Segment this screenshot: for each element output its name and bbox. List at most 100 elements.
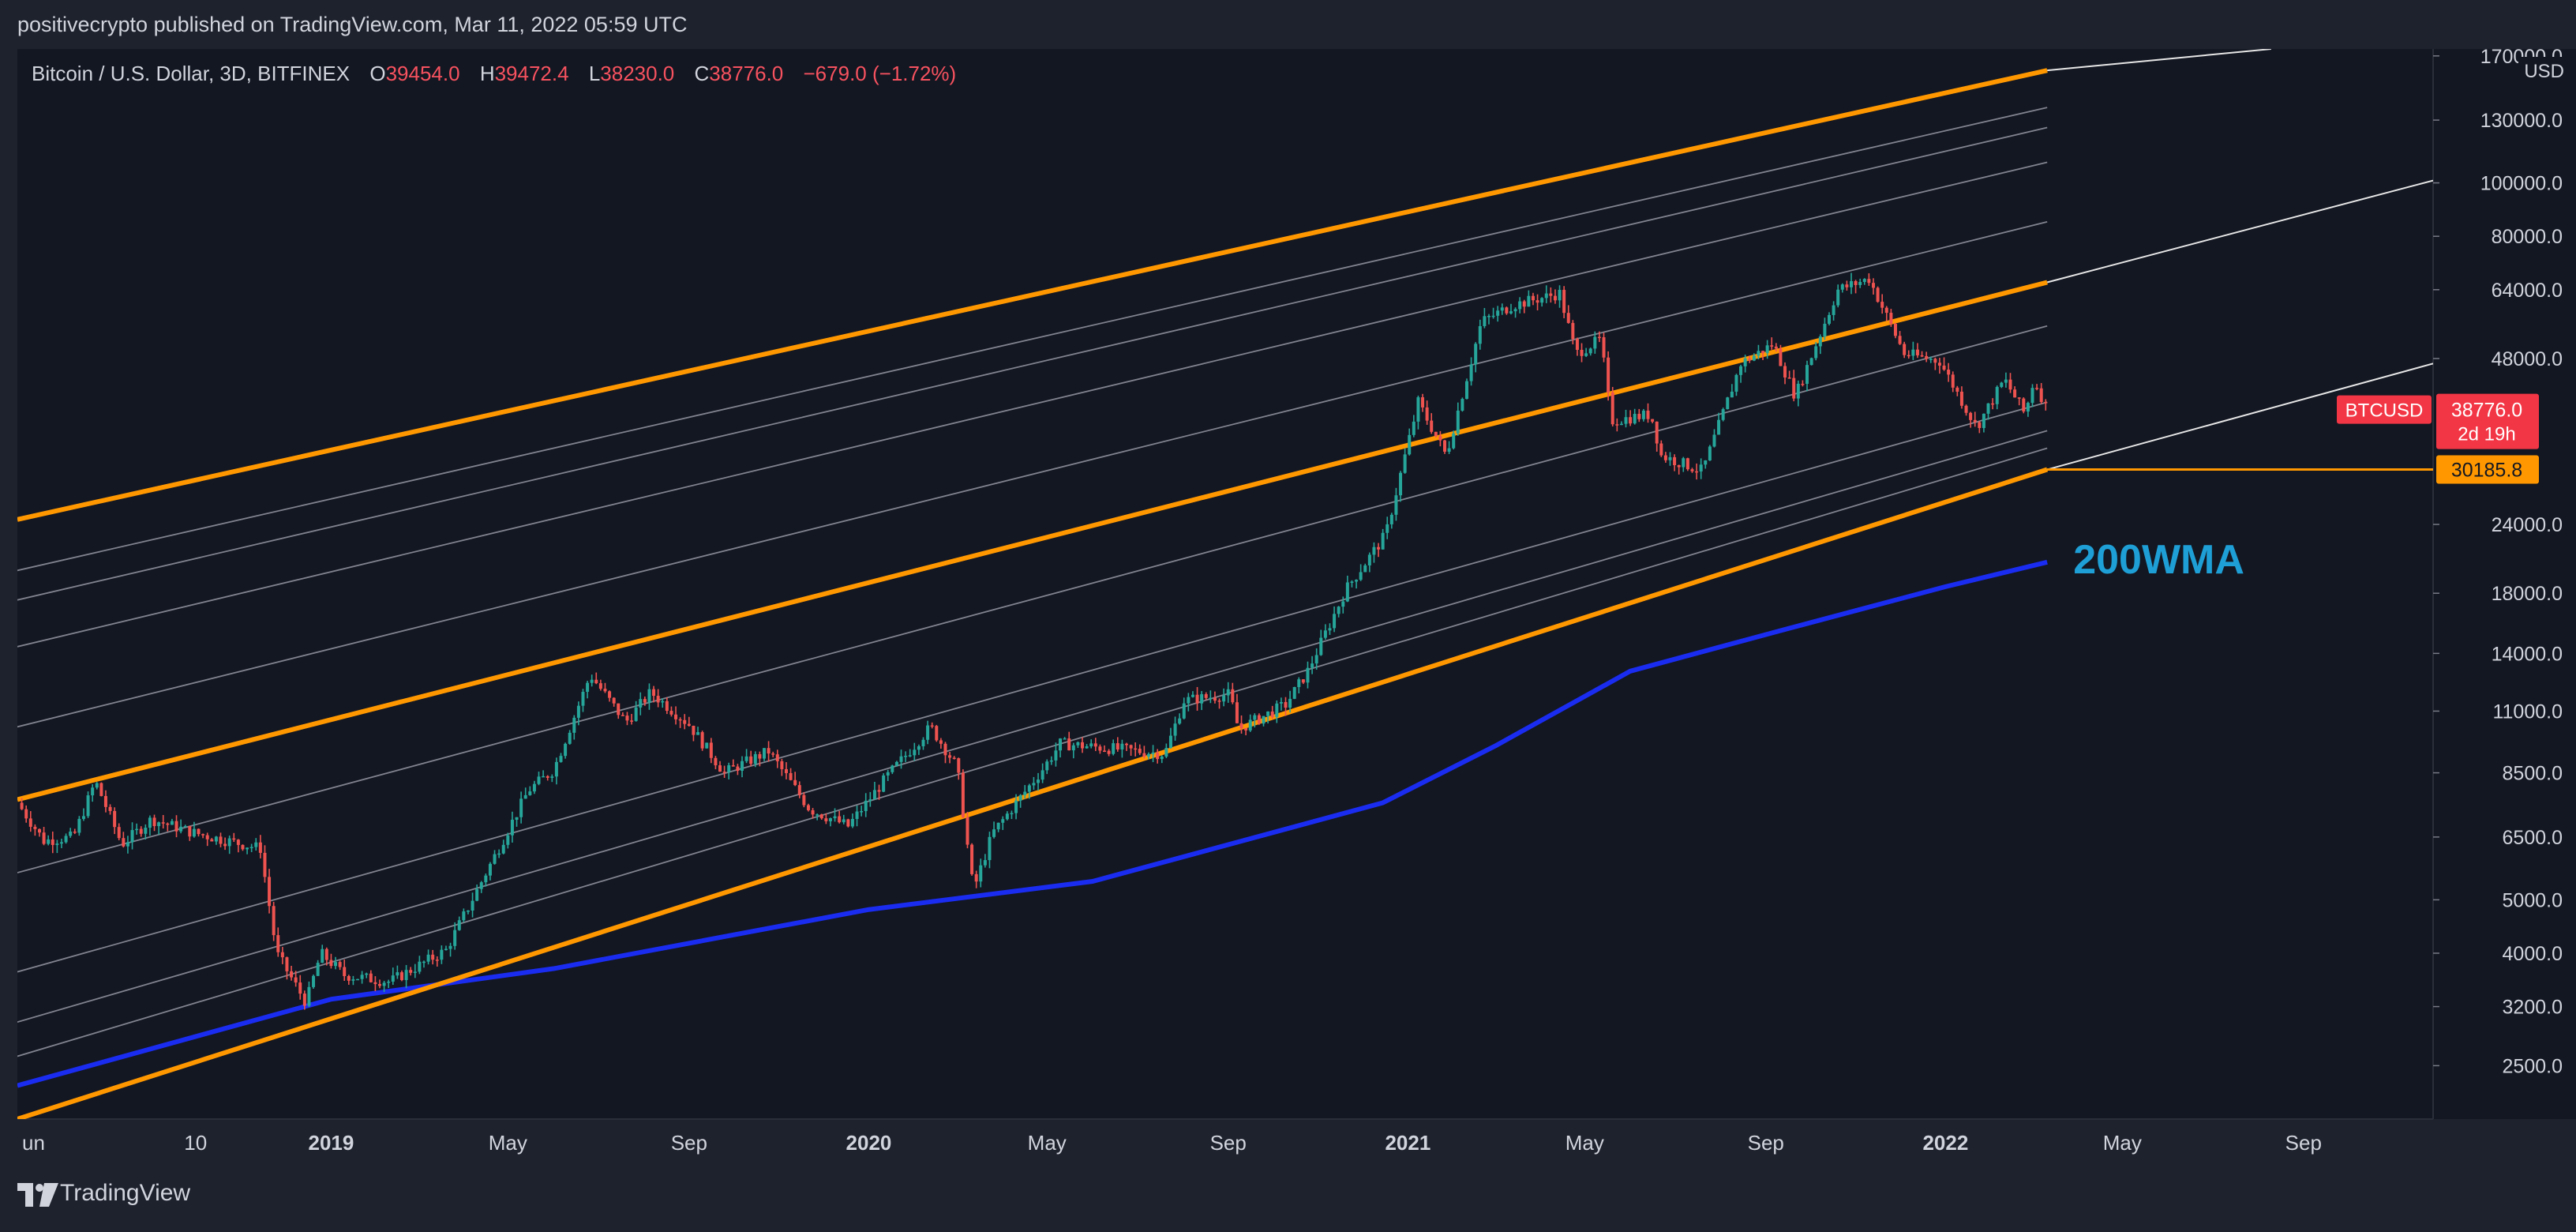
candle-body <box>1089 743 1093 747</box>
candle-body <box>1049 760 1053 762</box>
candle <box>1540 297 1544 307</box>
candle <box>855 806 859 827</box>
candle-body <box>1146 753 1150 757</box>
candle-body <box>1690 469 1694 471</box>
candle <box>930 722 934 729</box>
candle <box>1460 397 1464 412</box>
candle-body <box>268 877 272 907</box>
candle-body <box>1995 386 1999 404</box>
candle <box>183 824 187 828</box>
candle-body <box>1469 364 1473 381</box>
candle <box>1986 403 1990 420</box>
candle <box>1615 418 1619 432</box>
candle <box>1231 682 1235 704</box>
candle <box>780 758 784 776</box>
candle-body <box>1805 365 1809 385</box>
candle <box>554 757 558 785</box>
candle <box>1531 292 1535 306</box>
candle-body <box>103 795 107 807</box>
candle-body <box>864 800 868 812</box>
candle-body <box>669 711 673 715</box>
candle-body <box>700 732 704 749</box>
candle-body <box>47 839 51 844</box>
candle <box>1765 340 1769 359</box>
candle <box>802 791 806 808</box>
candle <box>205 832 209 847</box>
chart-area[interactable]: 200WMA 2500.0 3200.0 4000.0 5000.0 6500.0 850… <box>0 49 2576 1159</box>
brand-name[interactable]: TradingView <box>60 1180 191 1206</box>
candle-body <box>37 828 41 833</box>
candle <box>1037 772 1041 791</box>
last-price-text: 38776.0 <box>2451 400 2522 422</box>
candle <box>188 825 192 841</box>
candle <box>144 824 148 840</box>
candle-body <box>983 860 987 866</box>
candle-body <box>846 819 850 827</box>
candle-body <box>2008 379 2012 390</box>
candle <box>961 769 965 818</box>
currency-label[interactable]: USD <box>2518 57 2574 85</box>
candle <box>1884 306 1888 321</box>
candle-body <box>214 836 218 842</box>
candle <box>1032 776 1036 791</box>
open-value: 39454.0 <box>385 62 460 85</box>
candle-body <box>1796 383 1800 399</box>
close-label: C <box>694 62 710 85</box>
channel-fan-line-2 <box>17 126 2048 601</box>
candle <box>1089 739 1093 749</box>
candle <box>1973 411 1977 427</box>
candle <box>24 805 28 823</box>
candle <box>1668 452 1672 466</box>
candle-body <box>1955 387 1959 392</box>
candle-body <box>1262 716 1266 724</box>
channel-middle-line <box>17 280 2048 802</box>
candle <box>285 956 289 980</box>
candle <box>501 839 505 855</box>
candle <box>1301 679 1305 685</box>
candle <box>886 769 890 781</box>
candle <box>523 787 527 799</box>
candle-body <box>1487 316 1490 317</box>
candle-body <box>1633 414 1637 424</box>
candle <box>1593 331 1597 354</box>
candle-body <box>1085 746 1089 749</box>
candle-body <box>263 852 267 877</box>
candle-body <box>793 779 797 786</box>
candle <box>1337 606 1340 618</box>
footer-bar: TradingView <box>0 1159 2576 1232</box>
candle <box>882 773 886 793</box>
candle-body <box>387 981 391 983</box>
candle-body <box>1500 307 1504 311</box>
candle <box>1629 410 1633 426</box>
candles <box>20 272 2048 1010</box>
candle <box>1633 408 1637 425</box>
candle-body <box>1959 391 1963 406</box>
candle-body <box>249 847 253 849</box>
candle-body <box>197 828 201 835</box>
candle-body <box>1394 495 1398 515</box>
candle-body <box>687 723 691 726</box>
candle-body <box>1248 719 1252 731</box>
candle <box>95 782 99 790</box>
candle <box>510 811 514 843</box>
tradingview-logo-icon[interactable] <box>17 1183 58 1207</box>
candle <box>714 756 718 770</box>
candle-body <box>1779 348 1783 366</box>
price-tick-label: 130000.0 <box>2480 110 2563 132</box>
candle-body <box>1217 701 1221 702</box>
candle-body <box>1018 794 1022 801</box>
candle-body <box>1452 433 1456 449</box>
candle <box>1288 690 1292 713</box>
candle-body <box>855 811 859 819</box>
price-axis-background[interactable] <box>2433 49 2576 1119</box>
candle <box>674 706 678 725</box>
candle <box>236 839 240 853</box>
candle <box>598 679 602 691</box>
candle <box>1381 528 1385 550</box>
candle <box>603 682 607 693</box>
candle <box>1641 408 1645 422</box>
candle <box>996 822 1000 832</box>
candle-body <box>1275 703 1279 717</box>
time-tick-label: May <box>489 1131 527 1155</box>
candle <box>1805 360 1809 392</box>
